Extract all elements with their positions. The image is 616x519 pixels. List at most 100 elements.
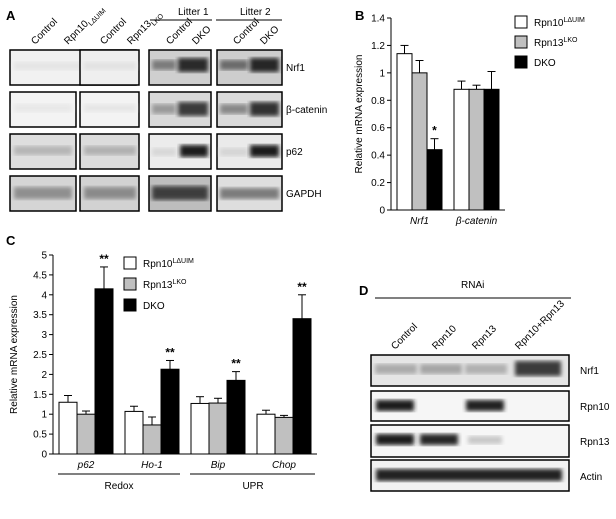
d-blot-rpn13 xyxy=(370,424,570,458)
bar xyxy=(190,402,210,455)
legend-label: Rpn13LKO xyxy=(534,37,578,49)
y-tick-label: 0.4 xyxy=(371,151,385,162)
d-label-actin: Actin xyxy=(580,472,602,483)
significance-marker: ** xyxy=(231,357,241,371)
blot-label-nrf1: Nrf1 xyxy=(286,63,305,74)
y-tick-label: 2 xyxy=(41,370,47,381)
lane-label-rpn13: Rpn13LKO xyxy=(125,8,165,48)
y-tick-label: 0 xyxy=(41,450,47,461)
panel-c-label: C xyxy=(6,233,16,248)
legend-label: DKO xyxy=(534,58,556,69)
d-lane-rpn10: Rpn10 xyxy=(430,323,459,352)
d-blot-nrf1 xyxy=(370,354,570,387)
y-tick-label: 1 xyxy=(41,410,47,421)
blot-row-nrf1 xyxy=(9,49,283,86)
y-tick-label: 0.6 xyxy=(371,123,385,134)
panel-a-label: A xyxy=(6,8,16,23)
legend-swatch xyxy=(123,298,137,312)
bar xyxy=(453,88,470,211)
significance-marker: * xyxy=(432,124,437,138)
y-tick-label: 1 xyxy=(379,68,385,79)
y-tick-label: 4.5 xyxy=(33,270,47,281)
category-label: Nrf1 xyxy=(410,216,429,227)
bar xyxy=(76,413,96,455)
y-tick-label: 1.2 xyxy=(371,41,385,52)
y-tick-label: 4 xyxy=(41,290,47,301)
group-label-upr: UPR xyxy=(242,481,263,492)
d-label-rpn10: Rpn10 xyxy=(580,402,610,413)
d-lane-rpn10-rpn13: Rpn10+Rpn13 xyxy=(513,298,567,352)
category-label: Chop xyxy=(272,460,296,471)
y-tick-label: 5 xyxy=(41,251,47,262)
legend-swatch xyxy=(514,55,528,69)
blot-label-gapdh: GAPDH xyxy=(286,189,322,200)
lane-label-control-3: Control xyxy=(164,17,195,48)
bar xyxy=(58,401,78,455)
legend-label: Rpn13LKO xyxy=(143,279,187,291)
legend-swatch xyxy=(123,256,137,270)
y-tick-label: 3 xyxy=(41,330,47,341)
panel-b-label: B xyxy=(355,8,364,23)
y-tick-label: 1.5 xyxy=(33,390,47,401)
d-label-nrf1: Nrf1 xyxy=(580,366,599,377)
blot-row-p62 xyxy=(9,133,283,170)
legend-swatch xyxy=(514,15,528,29)
bar xyxy=(94,288,114,455)
y-tick-label: 2.5 xyxy=(33,350,47,361)
category-label: Bip xyxy=(211,460,226,471)
bar xyxy=(483,88,500,211)
panel-d-label: D xyxy=(359,283,368,298)
bar xyxy=(411,72,428,211)
d-blot-rpn10 xyxy=(370,390,570,422)
d-blot-actin xyxy=(370,459,570,492)
d-label-rpn13: Rpn13 xyxy=(580,437,610,448)
y-axis-label: Relative mRNA expression xyxy=(354,55,365,174)
category-label: p62 xyxy=(77,460,95,471)
lane-label-control-2: Control xyxy=(98,17,129,48)
bar xyxy=(160,368,180,455)
significance-marker: ** xyxy=(297,280,307,294)
blot-label-p62: p62 xyxy=(286,147,303,158)
category-label: β-catenin xyxy=(455,216,498,227)
legend-label: DKO xyxy=(143,301,165,312)
legend-label: Rpn10LΔUIM xyxy=(143,258,194,270)
y-tick-label: 0.8 xyxy=(371,96,385,107)
panel-a: A Control Rpn10LΔUIM Control Rpn13LKO Co… xyxy=(6,7,327,212)
significance-marker: ** xyxy=(99,252,109,266)
lane-label-dko-2: DKO xyxy=(258,24,281,47)
panel-c: C 0 0.5 1 1.5 2 2.5 3 3.5 4 4.5 5 Relative mRNA exp… xyxy=(6,233,317,492)
y-tick-label: 0.2 xyxy=(371,178,385,189)
panel-b: B 0 0.2 0.4 0.6 0.8 1 1.2 1.4 Relative mRNA expr… xyxy=(354,8,585,227)
lane-label-dko-1: DKO xyxy=(190,24,213,47)
legend-label: Rpn10LΔUIM xyxy=(534,17,585,29)
bar xyxy=(124,410,144,455)
d-lane-control: Control xyxy=(389,322,420,353)
bar xyxy=(256,413,276,455)
bar xyxy=(426,149,443,211)
bar xyxy=(208,402,228,455)
y-tick-label: 0 xyxy=(379,206,385,217)
bar xyxy=(468,88,485,211)
blot-row-gapdh xyxy=(9,175,283,212)
y-tick-label: 3.5 xyxy=(33,310,47,321)
lane-label-control-1: Control xyxy=(29,17,60,48)
bar xyxy=(292,318,312,455)
category-label: Ho-1 xyxy=(141,460,163,471)
blot-label-beta-catenin: β-catenin xyxy=(286,105,327,116)
group-label-redox: Redox xyxy=(105,481,134,492)
blot-row-beta-catenin xyxy=(9,91,283,128)
y-tick-label: 0.5 xyxy=(33,430,47,441)
legend-swatch xyxy=(123,277,137,291)
lane-label-control-4: Control xyxy=(231,17,262,48)
bar xyxy=(226,379,246,455)
y-axis-label: Relative mRNA expression xyxy=(9,295,20,414)
bar xyxy=(396,53,413,211)
significance-marker: ** xyxy=(165,345,175,359)
litter-2-label: Litter 2 xyxy=(240,7,271,18)
panel-d: D RNAi Control Rpn10 Rpn13 Rpn10+Rpn13 xyxy=(359,280,610,492)
bar xyxy=(274,416,294,455)
rnai-header: RNAi xyxy=(461,280,484,291)
d-lane-rpn13: Rpn13 xyxy=(470,323,499,352)
y-tick-label: 1.4 xyxy=(371,14,385,25)
